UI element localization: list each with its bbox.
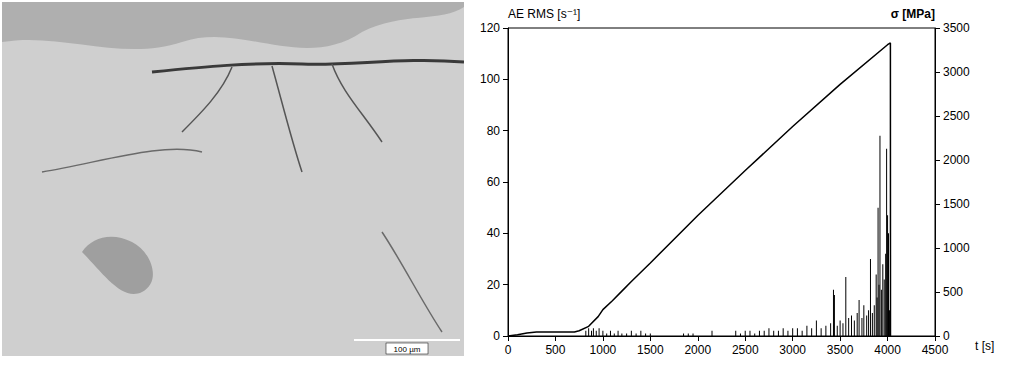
svg-text:2000: 2000 — [684, 343, 711, 357]
svg-text:60: 60 — [487, 175, 501, 189]
svg-text:100 µm: 100 µm — [394, 345, 421, 354]
svg-text:3000: 3000 — [779, 343, 806, 357]
svg-text:3500: 3500 — [943, 21, 970, 35]
svg-text:40: 40 — [487, 226, 501, 240]
svg-text:0: 0 — [505, 343, 512, 357]
svg-text:1000: 1000 — [943, 241, 970, 255]
svg-text:2500: 2500 — [732, 343, 759, 357]
svg-text:AE RMS [s⁻¹]: AE RMS [s⁻¹] — [508, 7, 580, 21]
svg-text:4500: 4500 — [922, 343, 949, 357]
svg-text:80: 80 — [487, 124, 501, 138]
svg-text:4000: 4000 — [874, 343, 901, 357]
svg-text:σ [MPa]: σ [MPa] — [891, 7, 935, 21]
svg-text:3000: 3000 — [943, 65, 970, 79]
svg-text:500: 500 — [943, 285, 963, 299]
svg-text:3500: 3500 — [827, 343, 854, 357]
svg-text:120: 120 — [480, 21, 500, 35]
svg-text:1500: 1500 — [943, 197, 970, 211]
svg-text:2500: 2500 — [943, 109, 970, 123]
svg-text:1500: 1500 — [637, 343, 664, 357]
svg-text:500: 500 — [545, 343, 565, 357]
svg-text:20: 20 — [487, 278, 501, 292]
svg-text:0: 0 — [943, 329, 950, 343]
svg-text:100: 100 — [480, 72, 500, 86]
svg-text:2000: 2000 — [943, 153, 970, 167]
svg-text:1000: 1000 — [590, 343, 617, 357]
svg-text:0: 0 — [493, 329, 500, 343]
svg-text:t [s]: t [s] — [975, 339, 994, 353]
